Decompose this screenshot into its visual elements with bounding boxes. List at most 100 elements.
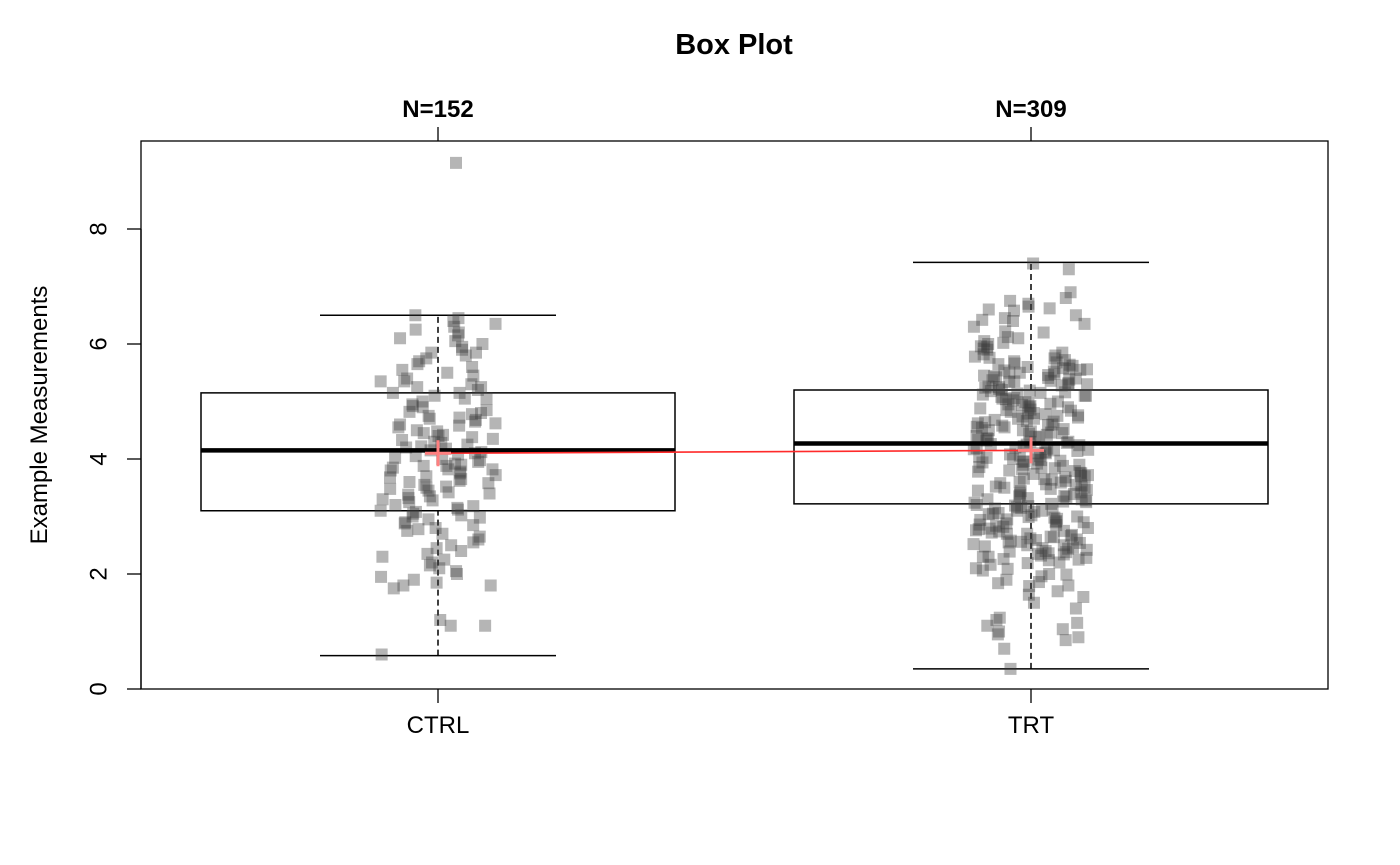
data-point <box>1061 401 1074 414</box>
data-point <box>1063 358 1076 371</box>
data-point <box>1014 535 1027 548</box>
box-iqr <box>793 389 1269 505</box>
data-point <box>399 516 412 529</box>
data-point <box>1059 471 1072 484</box>
data-point <box>1014 488 1027 501</box>
data-point <box>1010 504 1023 517</box>
data-point <box>1062 542 1075 555</box>
data-point <box>436 527 449 540</box>
data-point <box>1071 444 1084 457</box>
data-point <box>1073 458 1086 471</box>
x-tick-label: CTRL <box>407 712 470 739</box>
data-point <box>988 413 1001 426</box>
data-point <box>426 556 439 569</box>
data-point <box>1016 410 1029 423</box>
data-point <box>486 432 499 445</box>
data-point <box>398 375 411 388</box>
data-point <box>1058 354 1071 367</box>
data-point <box>1074 486 1087 499</box>
data-point <box>416 401 429 414</box>
data-point <box>1077 516 1090 529</box>
data-point <box>1051 512 1064 525</box>
data-point <box>467 536 480 549</box>
data-point <box>969 524 982 537</box>
data-point <box>411 358 424 371</box>
data-point <box>968 350 981 363</box>
data-point <box>974 340 987 353</box>
data-point <box>374 504 387 517</box>
data-point <box>1031 547 1044 560</box>
data-point <box>422 409 435 422</box>
data-point <box>1023 384 1036 397</box>
data-point <box>979 381 992 394</box>
data-point <box>1078 481 1091 494</box>
data-point <box>442 486 455 499</box>
data-point <box>1042 419 1055 432</box>
data-point <box>376 550 389 563</box>
data-point <box>417 427 430 440</box>
data-point <box>1051 409 1064 422</box>
data-point <box>489 317 502 330</box>
data-point <box>426 494 439 507</box>
data-point <box>472 533 485 546</box>
data-point <box>1007 304 1020 317</box>
data-point <box>473 530 486 543</box>
data-point <box>988 370 1001 383</box>
data-point <box>1035 461 1048 474</box>
data-point <box>430 576 443 589</box>
data-point <box>1002 398 1015 411</box>
data-point <box>998 421 1011 434</box>
data-point <box>978 369 991 382</box>
data-point <box>459 349 472 362</box>
data-point <box>1004 534 1017 547</box>
data-point <box>1057 495 1070 508</box>
data-point <box>454 467 467 480</box>
data-point <box>420 352 433 365</box>
data-point <box>1080 484 1093 497</box>
data-point <box>1027 467 1040 480</box>
data-point <box>1048 511 1061 524</box>
data-point <box>1018 455 1031 468</box>
data-point <box>449 335 462 348</box>
data-point <box>992 358 1005 371</box>
data-point <box>466 361 479 373</box>
data-point <box>969 562 982 575</box>
data-point <box>1078 317 1091 330</box>
data-point <box>974 402 987 415</box>
data-point <box>465 408 478 421</box>
data-point <box>1021 361 1034 373</box>
data-point <box>440 480 453 493</box>
data-point <box>1042 547 1055 560</box>
data-point <box>1038 473 1051 486</box>
data-point <box>976 564 989 577</box>
data-point <box>1070 533 1083 546</box>
data-point <box>1016 398 1029 411</box>
data-point <box>1069 309 1082 322</box>
data-point <box>483 487 496 500</box>
data-point <box>444 619 457 632</box>
data-point <box>486 463 499 476</box>
data-point <box>992 577 1005 590</box>
data-point <box>448 320 461 333</box>
data-point <box>466 431 479 444</box>
data-point <box>1069 372 1082 385</box>
data-point <box>1033 450 1046 463</box>
data-point <box>1043 568 1056 580</box>
data-point <box>456 340 469 353</box>
data-point <box>1047 415 1060 428</box>
data-point <box>1047 531 1060 544</box>
data-point <box>1013 449 1026 462</box>
data-point <box>1024 532 1037 545</box>
data-point <box>984 558 997 571</box>
data-point <box>976 313 989 326</box>
data-point <box>1040 478 1053 491</box>
data-point <box>1027 407 1040 419</box>
data-point <box>985 526 998 539</box>
plot-frame <box>140 140 1329 690</box>
data-point <box>384 464 397 477</box>
data-point <box>1027 257 1040 270</box>
data-point <box>423 559 436 572</box>
data-point <box>1056 427 1069 440</box>
data-point <box>1015 501 1028 514</box>
